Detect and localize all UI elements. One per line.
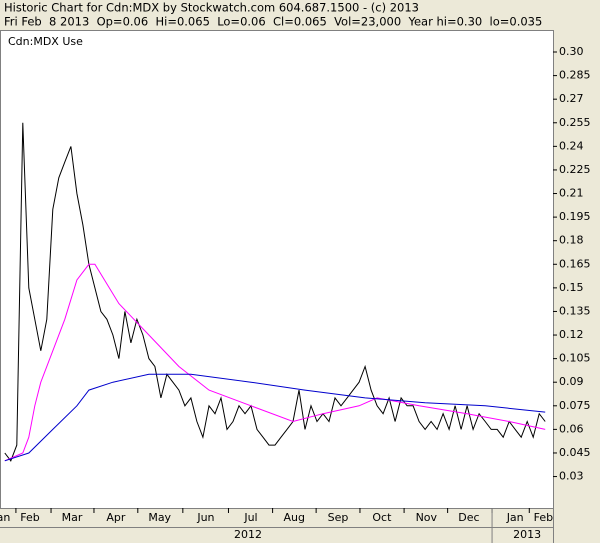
y-tick-label: 0.18 xyxy=(559,234,584,247)
y-tick-label: 0.165 xyxy=(559,257,591,270)
y-tick-label: 0.09 xyxy=(559,375,584,388)
y-tick-label: 0.12 xyxy=(559,328,584,341)
x-tick-label: Jan xyxy=(0,511,10,524)
x-tick-label: Oct xyxy=(372,511,392,524)
y-tick-label: 0.21 xyxy=(559,187,584,200)
y-tick-label: 0.24 xyxy=(559,139,584,152)
y-tick-label: 0.225 xyxy=(559,163,591,176)
plot-area xyxy=(0,30,554,509)
y-tick-label: 0.27 xyxy=(559,92,584,105)
x-tick-label: May xyxy=(148,511,171,524)
x-tick-label: Dec xyxy=(458,511,479,524)
year-label: 2013 xyxy=(513,528,541,541)
y-tick-label: 0.105 xyxy=(559,352,591,365)
year-label: 2012 xyxy=(234,528,262,541)
y-tick-label: 0.195 xyxy=(559,210,591,223)
x-tick-label: Jun xyxy=(196,511,214,524)
x-tick-label: Apr xyxy=(106,511,126,524)
x-tick-label: Aug xyxy=(283,511,304,524)
y-tick-label: 0.30 xyxy=(559,45,584,58)
chart-subtitle: Fri Feb 8 2013 Op=0.06 Hi=0.065 Lo=0.06 … xyxy=(4,15,542,29)
y-tick-label: 0.045 xyxy=(559,446,591,459)
y-tick-label: 0.15 xyxy=(559,281,584,294)
x-tick-label: Mar xyxy=(62,511,83,524)
chart-title: Historic Chart for Cdn:MDX by Stockwatch… xyxy=(4,1,419,15)
price-line xyxy=(4,263,546,462)
series-label: Cdn:MDX Use xyxy=(8,35,83,48)
price-line xyxy=(4,122,546,462)
y-tick-label: 0.285 xyxy=(559,69,591,82)
x-tick-label: Nov xyxy=(416,511,438,524)
y-tick-label: 0.075 xyxy=(559,399,591,412)
x-tick-label: Feb xyxy=(20,511,39,524)
x-tick-label: Feb xyxy=(534,511,553,524)
price-line xyxy=(4,373,546,462)
x-tick-label: Sep xyxy=(328,511,349,524)
y-tick-label: 0.135 xyxy=(559,304,591,317)
y-tick-label: 0.06 xyxy=(559,422,584,435)
y-tick-label: 0.255 xyxy=(559,116,591,129)
y-tick-label: 0.03 xyxy=(559,470,584,483)
x-tick-label: Jul xyxy=(243,511,257,524)
x-tick-label: Jan xyxy=(506,511,524,524)
